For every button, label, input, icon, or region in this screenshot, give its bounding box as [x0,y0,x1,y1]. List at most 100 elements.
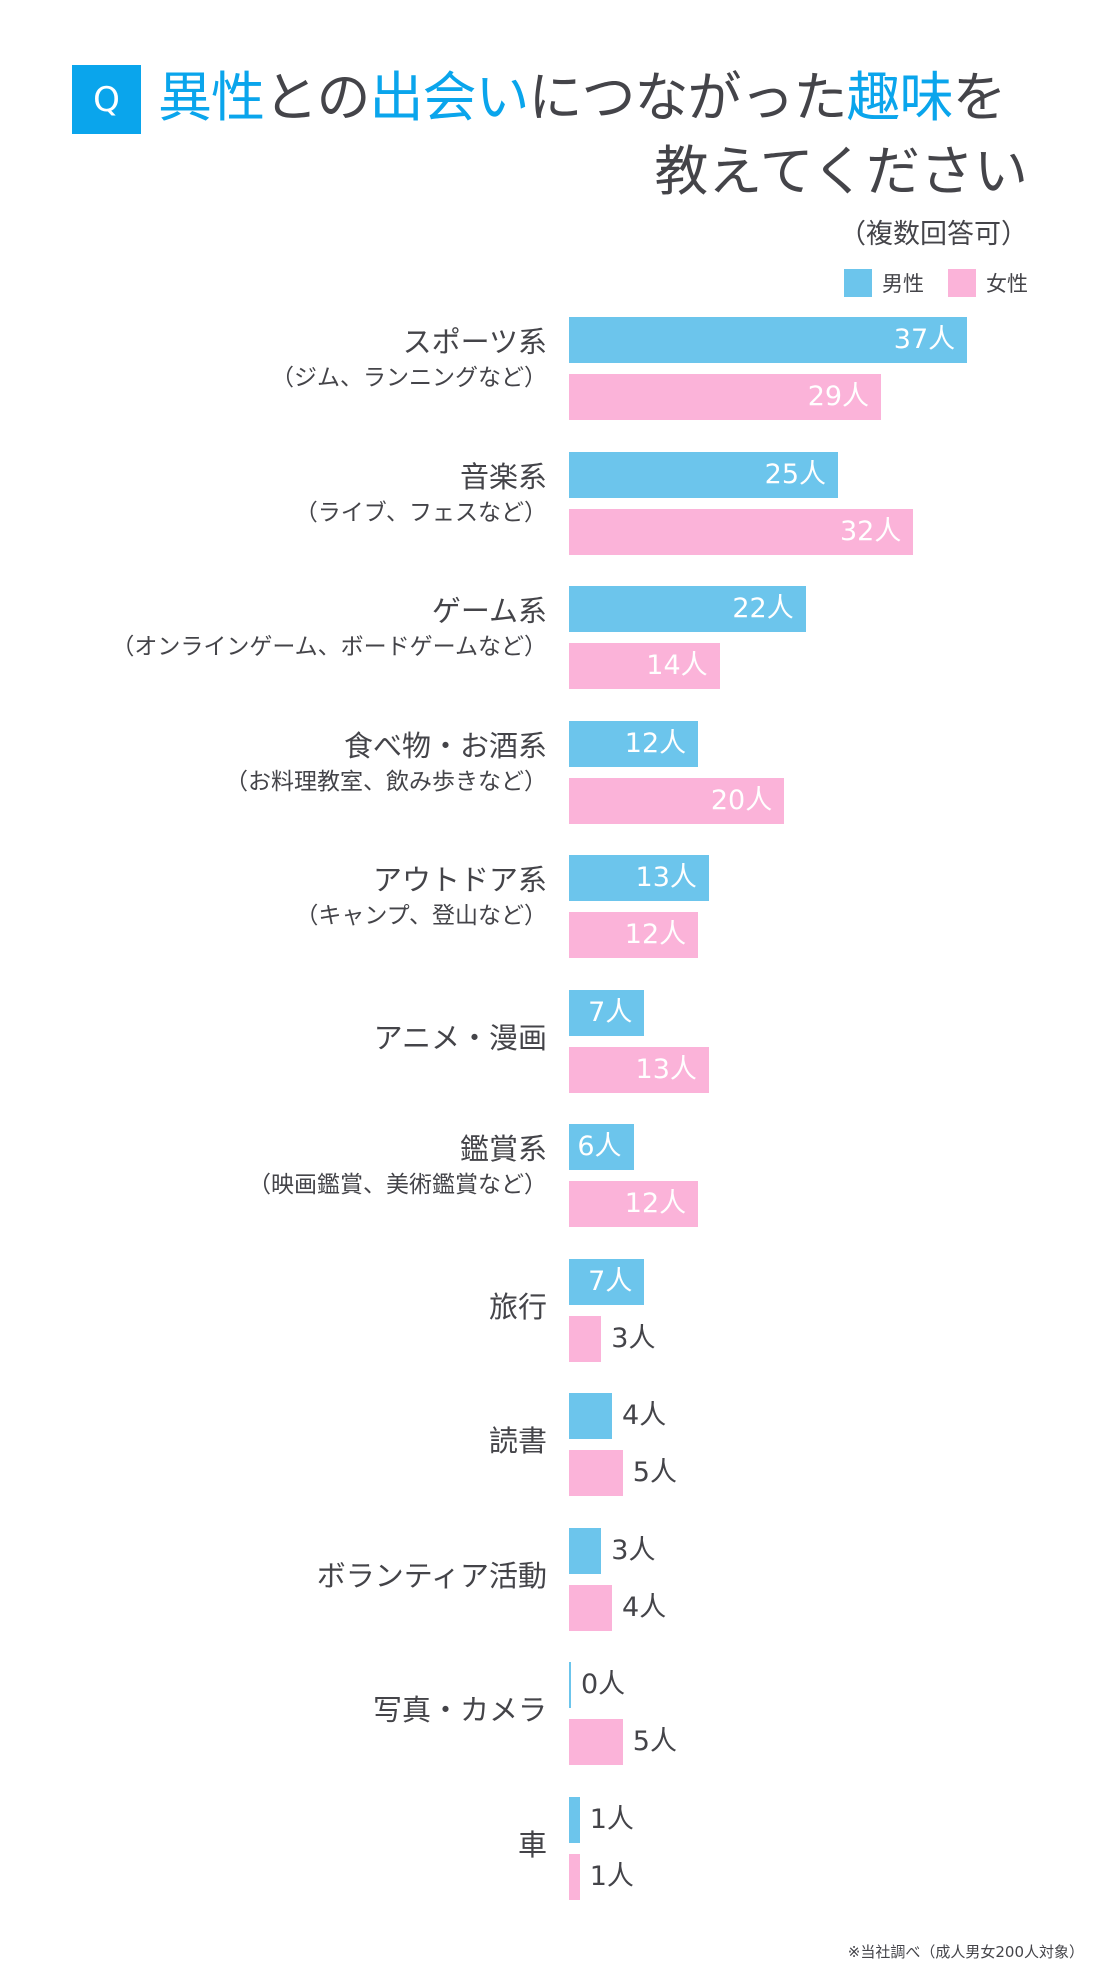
bar-male [569,720,699,767]
category-name: 音楽系 [459,459,547,494]
category-name: 鑑賞系 [459,1132,547,1166]
category-name: ボランティア活動 [316,1558,547,1593]
bar-group: ゲーム系 （オンラインゲーム、ボードゲームなど） 22人 14人 [0,586,1100,690]
category-label: 読書 [489,1422,547,1460]
category-note: （映画鑑賞、美術鑑賞など） [248,1172,547,1198]
category-note: （キャンプ、登山など） [295,903,547,929]
value-label-female: 5人 [632,1457,677,1488]
bar-group: アニメ・漫画 7人 13人 [0,989,1100,1094]
bar-group: 旅行 7人 3人 [0,1258,1100,1363]
bar-female [569,912,699,958]
category-name: アニメ・漫画 [373,1020,547,1055]
value-label-male: 12人 [624,727,687,759]
bar-female [569,1315,602,1362]
bar-group: 読書 4人 5人 [0,1393,1100,1497]
category-name: ゲーム系 [431,594,547,628]
bar-male [569,1662,571,1708]
value-label-male: 7人 [588,996,633,1028]
category-label: 音楽系 （ライブ、フェスなど） [295,458,547,530]
category-name: スポーツ系 [402,325,547,359]
bar-female [569,777,785,824]
bar-male [569,989,645,1036]
bar-female [569,1719,623,1765]
category-name: 食べ物・お酒系 [343,728,547,763]
legend-label-male: 男性 [882,272,924,296]
value-label-female: 14人 [646,650,708,681]
category-label: 旅行 [489,1288,547,1326]
bar-male [569,451,838,498]
bar-male [569,317,968,363]
legend-label-female: 女性 [986,272,1028,296]
bar-female [569,1450,623,1496]
legend-swatch-male [844,269,872,297]
bar-group: 車 1人 1人 [0,1796,1100,1901]
legend-swatch-female [948,269,976,297]
bar-female [569,643,720,689]
category-label: 鑑賞系 （映画鑑賞、美術鑑賞など） [248,1130,547,1202]
bar-male [569,1527,602,1574]
bar-male [569,1124,634,1170]
category-note: （ジム、ランニングなど） [271,365,547,391]
value-label-male: 0人 [581,1669,626,1700]
bar-male [569,1393,613,1439]
category-label: 車 [518,1826,547,1864]
bar-female [569,1046,709,1093]
value-label-male: 7人 [588,1265,633,1297]
category-label: ゲーム系 （オンラインゲーム、ボードゲームなど） [111,592,547,664]
bar-group: 食べ物・お酒系 （お料理教室、飲み歩きなど） 12人 20人 [0,720,1100,825]
question-badge: Q [72,65,141,134]
category-note: （オンラインゲーム、ボードゲームなど） [111,634,547,660]
value-label-female: 12人 [624,1188,687,1219]
value-label-female: 13人 [635,1053,697,1085]
category-name: 車 [517,1827,547,1862]
value-label-female: 12人 [624,919,687,950]
chart-title-line1: 異性との出会いにつながった趣味を [158,60,1006,136]
value-label-male: 22人 [732,593,794,624]
legend: 男性 女性 [830,268,1028,298]
value-label-male: 37人 [893,324,956,355]
value-label-female: 32人 [839,515,902,547]
category-name: 写真・カメラ [372,1693,547,1727]
bar-group: スポーツ系 （ジム、ランニングなど） 37人 29人 [0,317,1100,421]
value-label-female: 29人 [807,381,870,412]
category-name: 読書 [488,1424,547,1458]
bar-female [569,1584,613,1631]
bar-male [569,1796,580,1843]
value-label-female: 3人 [611,1322,656,1354]
bar-group: 鑑賞系 （映画鑑賞、美術鑑賞など） 6人 12人 [0,1124,1100,1228]
value-label-male: 1人 [589,1803,634,1835]
bar-group: ボランティア活動 3人 4人 [0,1527,1100,1632]
category-label: アウトドア系 （キャンプ、登山など） [295,861,547,933]
category-note: （ライブ、フェスなど） [294,499,547,526]
category-name: アウトドア系 [372,863,547,897]
title-text: を [952,66,1006,129]
title-highlight: 異性 [158,66,265,129]
value-label-female: 4人 [622,1591,667,1623]
value-label-male: 25人 [764,458,826,490]
value-label-male: 4人 [622,1400,667,1431]
title-text: につながった [528,66,847,129]
chart-subtitle: （複数回答可） [839,219,1028,250]
value-label-male: 13人 [635,862,697,893]
bar-group: アウトドア系 （キャンプ、登山など） 13人 12人 [0,855,1100,959]
bar-male [569,855,709,901]
value-label-male: 6人 [577,1131,622,1162]
bar-female [569,508,914,555]
category-name: 旅行 [488,1289,547,1324]
legend-item-male: 男性 [844,268,924,298]
value-label-female: 5人 [632,1726,677,1757]
value-label-female: 1人 [589,1860,634,1892]
title-text: との [264,66,370,129]
category-label: ボランティア活動 [317,1557,547,1595]
footnote: ※当社調べ（成人男女200人対象） [847,1943,1084,1961]
category-label: スポーツ系 （ジム、ランニングなど） [271,323,547,395]
category-label: 食べ物・お酒系 （お料理教室、飲み歩きなど） [225,727,547,799]
chart-title-line2: 教えてください [654,140,1028,203]
bar-female [569,1853,580,1900]
value-label-male: 3人 [611,1534,656,1566]
category-note: （お料理教室、飲み歩きなど） [225,768,547,795]
bar-female [569,374,882,420]
bar-group: 写真・カメラ 0人 5人 [0,1662,1100,1766]
title-highlight: 出会い [369,66,529,129]
bar-female [569,1181,699,1227]
